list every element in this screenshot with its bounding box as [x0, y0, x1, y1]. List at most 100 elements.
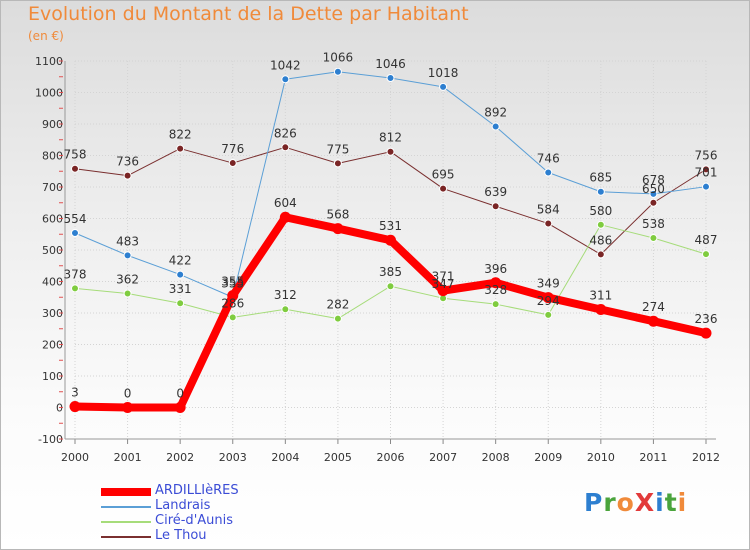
data-point-2 — [333, 314, 342, 323]
data-point-3 — [702, 165, 710, 174]
logo-letter: i — [655, 488, 665, 517]
data-point-0 — [69, 401, 81, 413]
data-point-0 — [700, 327, 712, 339]
data-point-2 — [544, 310, 553, 319]
data-point-3 — [333, 159, 342, 168]
data-point-1 — [491, 122, 500, 131]
logo-letter: P — [584, 488, 604, 517]
data-point-1 — [702, 182, 710, 191]
data-point-2 — [702, 250, 710, 259]
data-point-3 — [123, 171, 132, 180]
chart-subtitle: (en €) — [28, 29, 64, 43]
data-point-0 — [490, 277, 502, 289]
y-tick-label: 600 — [42, 213, 63, 226]
logo-letter: t — [664, 488, 678, 517]
data-label-1: 1046 — [375, 57, 406, 71]
data-point-1 — [544, 168, 553, 177]
data-label-0: 3 — [71, 386, 79, 400]
proxiti-logo: ProXiti — [584, 488, 687, 517]
data-point-2 — [649, 234, 658, 243]
logo-letter: o — [616, 488, 635, 517]
x-tick-label: 2006 — [377, 451, 405, 464]
data-point-3 — [281, 143, 290, 152]
data-label-2: 286 — [221, 296, 244, 310]
data-point-1 — [123, 251, 132, 260]
data-point-1 — [386, 74, 395, 83]
data-point-2 — [596, 220, 605, 229]
x-tick-label: 2001 — [114, 451, 142, 464]
logo-letter: X — [634, 488, 656, 517]
data-label-2: 331 — [169, 282, 192, 296]
data-label-0: 531 — [379, 219, 402, 233]
data-point-1 — [176, 270, 185, 279]
data-label-1: 685 — [589, 171, 612, 185]
data-point-1 — [71, 228, 79, 237]
data-point-3 — [176, 144, 185, 153]
data-label-0: 568 — [326, 208, 349, 222]
x-tick-label: 2004 — [271, 451, 299, 464]
data-label-0: 0 — [124, 387, 132, 401]
x-tick-label: 2007 — [429, 451, 457, 464]
data-point-0 — [437, 285, 449, 297]
data-point-0 — [647, 315, 659, 327]
data-label-3: 650 — [642, 182, 665, 196]
data-label-3: 822 — [169, 128, 192, 142]
data-label-3: 812 — [379, 131, 402, 145]
data-label-1: 701 — [695, 166, 718, 180]
data-label-2: 294 — [537, 294, 560, 308]
data-label-3: 695 — [432, 168, 455, 182]
data-label-2: 487 — [695, 233, 718, 247]
data-point-1 — [281, 75, 290, 84]
x-tick-label: 2012 — [692, 451, 720, 464]
data-point-0 — [279, 211, 291, 223]
data-label-3: 758 — [64, 148, 87, 162]
legend-label: Landrais — [155, 498, 211, 513]
logo-letter: r — [603, 488, 617, 517]
data-label-2: 328 — [484, 283, 507, 297]
data-point-3 — [596, 250, 605, 259]
data-label-1: 355 — [221, 276, 244, 290]
data-point-2 — [386, 282, 395, 291]
data-label-2: 347 — [432, 277, 455, 291]
data-label-2: 580 — [589, 204, 612, 218]
data-label-0: 311 — [589, 289, 612, 303]
data-point-2 — [228, 313, 237, 322]
data-label-0: 604 — [274, 196, 297, 210]
data-label-2: 378 — [64, 267, 87, 281]
legend-entry: Ciré-d'Aunis — [101, 513, 401, 529]
data-label-1: 1042 — [270, 58, 301, 72]
legend-entry: Landrais — [101, 498, 401, 514]
data-label-2: 282 — [326, 298, 349, 312]
data-label-3: 756 — [695, 148, 718, 162]
data-label-0: 236 — [695, 312, 718, 326]
y-tick-label: 1100 — [35, 55, 63, 68]
data-label-1: 1066 — [323, 51, 354, 65]
data-label-2: 385 — [379, 265, 402, 279]
x-tick-label: 2010 — [587, 451, 615, 464]
data-label-0: 349 — [537, 277, 560, 291]
y-tick-label: 400 — [42, 276, 63, 289]
data-point-3 — [228, 159, 237, 168]
data-point-2 — [281, 305, 290, 314]
data-label-3: 736 — [116, 155, 139, 169]
data-label-1: 678 — [642, 173, 665, 187]
data-point-0 — [542, 292, 554, 304]
y-tick-label: 700 — [42, 181, 63, 194]
data-label-1: 892 — [484, 106, 507, 120]
y-tick-label: 300 — [42, 307, 63, 320]
data-point-0 — [385, 234, 396, 246]
legend-swatch — [101, 487, 151, 496]
data-point-2 — [176, 299, 185, 308]
legend-swatch — [101, 505, 151, 508]
y-tick-label: -100 — [38, 433, 63, 446]
y-tick-label: 200 — [42, 339, 63, 352]
data-point-1 — [333, 67, 342, 76]
y-tick-label: 800 — [42, 150, 63, 163]
data-point-1 — [649, 189, 658, 198]
data-point-0 — [332, 223, 344, 235]
chart-legend: ARDILLIèRES Landrais Ciré-d'Aunis Le Thou — [101, 483, 401, 544]
x-tick-label: 2005 — [324, 451, 352, 464]
data-point-3 — [439, 184, 448, 193]
